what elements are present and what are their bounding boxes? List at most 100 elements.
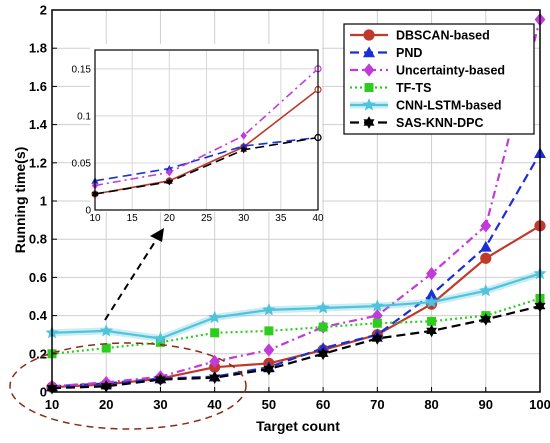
point-sas-knn-dpc (426, 324, 437, 338)
y-axis-label: Running time(s) (12, 147, 28, 254)
x-tick-label: 80 (424, 397, 438, 412)
point-sas-knn-dpc (155, 373, 166, 386)
inset-x-tick-label: 35 (275, 213, 287, 224)
y-tick-label: 1 (40, 194, 47, 209)
inset-x-tick-label: 20 (164, 213, 176, 224)
point-uncertainty-based (426, 266, 437, 281)
legend-marker-cnn-lstm-based (362, 98, 376, 111)
zoom-arrow-line (104, 236, 159, 321)
point-sas-knn-dpc (317, 347, 329, 361)
zoom-arrow-head (150, 228, 164, 242)
point-sas-knn-dpc (480, 313, 492, 326)
inset-plot-frame (94, 49, 319, 211)
inset-series-line-pnd (94, 136, 319, 182)
x-tick-label: 10 (45, 397, 59, 412)
legend-label-pnd: PND (396, 46, 422, 60)
point-pnd (317, 342, 330, 353)
inset-point-sas-knn-dpc (166, 178, 173, 186)
x-tick-label: 40 (207, 397, 221, 412)
inset-x-tick-label: 25 (201, 213, 213, 224)
legend-marker-uncertainty-based (363, 63, 375, 77)
point-cnn-lstm-based (99, 324, 113, 337)
y-tick-label: 0.2 (29, 346, 47, 361)
point-tf-ts (264, 326, 274, 336)
y-tick-label: 0.6 (29, 270, 47, 285)
inset-series-line-dbscan-based (94, 88, 319, 195)
series-line-uncertainty-based (51, 19, 542, 388)
series-line-dbscan-based (51, 224, 541, 389)
point-dbscan-based (480, 252, 492, 264)
point-tf-ts (318, 322, 328, 332)
point-sas-knn-dpc (263, 362, 275, 376)
series-line-cnn-lstm-based (51, 272, 541, 340)
y-tick-label: 1.8 (29, 41, 47, 56)
inset-x-tick-label: 10 (89, 213, 101, 224)
inset-x-tick-label: 15 (127, 213, 139, 224)
y-tick-label: 0 (40, 385, 47, 400)
x-tick-label: 60 (316, 397, 330, 412)
inset-y-tick-label: 0.15 (72, 64, 92, 75)
point-cnn-lstm-based (208, 310, 222, 324)
y-tick-label: 2 (40, 3, 47, 18)
point-cnn-lstm-based (262, 303, 276, 316)
inset-y-tick-label: 0.05 (72, 158, 92, 169)
legend-label-cnn-lstm-based: CNN-LSTM-based (396, 99, 502, 113)
legend-label-tf-ts: TF-TS (396, 81, 431, 95)
x-tick-label: 100 (529, 397, 550, 412)
point-cnn-lstm-based (370, 299, 384, 312)
y-tick-label: 1.4 (29, 117, 48, 132)
point-uncertainty-based (480, 219, 492, 233)
point-sas-knn-dpc (100, 380, 112, 393)
y-tick-label: 1.6 (29, 79, 47, 94)
main-tick-labels: 10 20 30 40 50 60 70 80 90 10000.20.40.60.811.21.… (29, 3, 550, 413)
y-tick-label: 0.8 (29, 232, 47, 247)
series-line-pnd (51, 152, 541, 388)
x-tick-label: 30 (153, 397, 167, 412)
inset-series-line-sas-knn-dpc (94, 136, 319, 195)
inset-tick-labels: 10 15 20 25 30 35 40 0 0.05 0.1 0.15 (72, 64, 324, 224)
zoom-region-ellipse (9, 342, 247, 430)
point-uncertainty-based (209, 354, 221, 369)
legend-marker-tf-ts (364, 83, 374, 92)
legend-marker-pnd (363, 46, 375, 58)
legend-marker-sas-knn-dpc (363, 116, 375, 129)
x-tick-label: 20 (99, 397, 113, 412)
legend-label-sas-knn-dpc: SAS-KNN-DPC (396, 116, 484, 130)
series-line-tf-ts (51, 297, 541, 355)
point-tf-ts (101, 343, 111, 353)
inset-x-tick-label: 30 (238, 213, 250, 224)
inset-y-tick-label: 0.1 (77, 111, 91, 122)
point-sas-knn-dpc (209, 371, 221, 384)
point-pnd (425, 288, 438, 300)
legend-label-uncertainty-based: Uncertainty-based (396, 64, 505, 78)
inset-y-tick-label: 0 (85, 206, 91, 217)
legend: DBSCAN-based PND Uncertainty-based TF-TS CNN… (343, 23, 535, 135)
point-cnn-lstm-based (153, 331, 167, 345)
inset-point-sas-knn-dpc (240, 146, 247, 154)
point-tf-ts (372, 318, 382, 328)
point-tf-ts (427, 316, 437, 326)
point-tf-ts (210, 328, 220, 338)
point-cnn-lstm-based (425, 295, 439, 308)
point-cnn-lstm-based (479, 283, 493, 297)
x-tick-label: 50 (262, 397, 276, 412)
y-tick-label: 1.2 (29, 155, 47, 170)
legend-box (343, 23, 535, 135)
legend-marker-dbscan-based (363, 29, 375, 41)
inset-point-pnd (240, 142, 248, 149)
point-tf-ts (155, 337, 165, 347)
x-tick-label: 90 (479, 397, 493, 412)
inset-point-pnd (165, 164, 173, 172)
point-sas-knn-dpc (371, 332, 383, 345)
inset-series-line-uncertainty-based (94, 68, 319, 187)
x-tick-label: 70 (370, 397, 384, 412)
x-axis-label: Target count (256, 418, 340, 434)
point-cnn-lstm-based (316, 301, 330, 314)
inset-point-uncertainty-based (240, 131, 247, 140)
inset-point-uncertainty-based (166, 168, 173, 177)
legend-label-dbscan-based: DBSCAN-based (396, 29, 490, 43)
y-tick-label: 0.4 (29, 308, 48, 323)
series-line-sas-knn-dpc (51, 305, 541, 390)
inset-x-tick-label: 40 (312, 213, 324, 224)
point-pnd (479, 240, 492, 252)
